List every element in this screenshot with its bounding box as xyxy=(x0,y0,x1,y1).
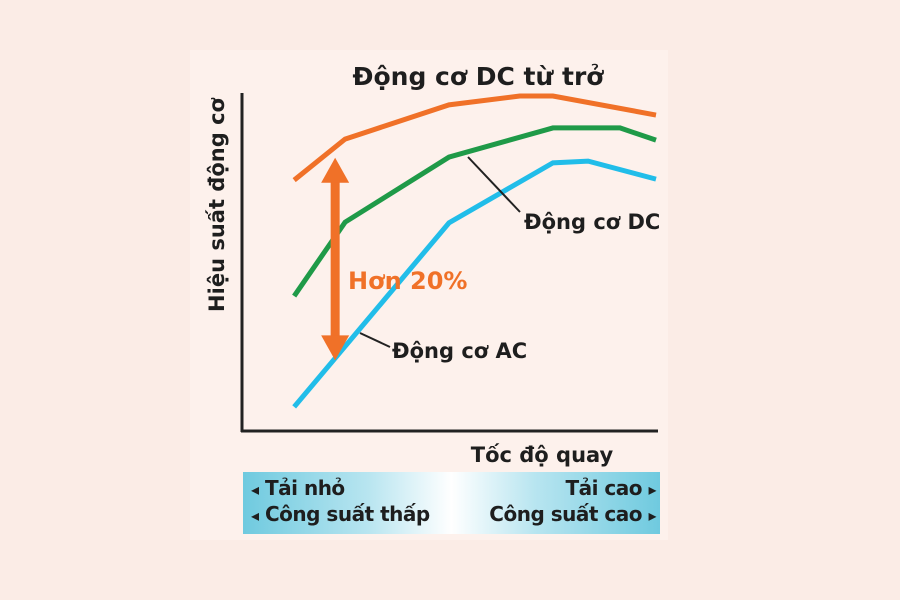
high-power-label: Công suất cao xyxy=(489,502,642,526)
load-scale-bar: ◂ Tải nhỏ ◂ Công suất thấp Tải cao ▸ Côn… xyxy=(243,472,660,534)
right-arrow-icon: ▸ xyxy=(648,506,656,525)
chart-title: Động cơ DC từ trở xyxy=(353,62,605,91)
y-axis-label: Hiệu suất động cơ xyxy=(205,97,229,311)
series-label-dc: Động cơ DC xyxy=(524,210,660,234)
series-line-ac xyxy=(292,158,657,409)
arrow-down-head-icon xyxy=(321,335,350,361)
high-load-label: Tải cao xyxy=(565,476,642,500)
low-load-label: Tải nhỏ xyxy=(265,476,345,500)
dc-leader-line xyxy=(467,156,521,213)
series-line-srm xyxy=(292,93,657,183)
annotation-text: Hơn 20% xyxy=(348,267,467,295)
left-arrow-icon: ◂ xyxy=(251,480,259,499)
x-axis-label: Tốc độ quay xyxy=(471,443,614,467)
arrow-up-head-icon xyxy=(321,157,350,183)
right-arrow-icon: ▸ xyxy=(648,480,656,499)
chart-panel xyxy=(190,50,668,540)
left-arrow-icon: ◂ xyxy=(251,506,259,525)
series-label-ac: Động cơ AC xyxy=(392,339,527,363)
low-power-label: Công suất thấp xyxy=(265,502,430,526)
ac-leader-line xyxy=(359,332,391,348)
